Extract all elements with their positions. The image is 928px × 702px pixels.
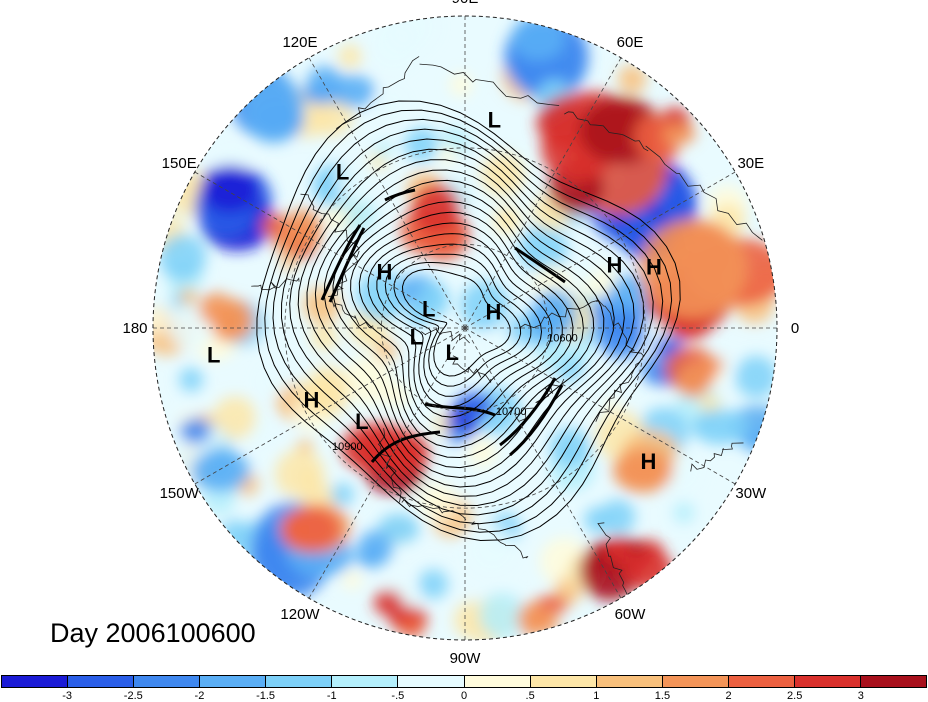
colorbar-tick-label: -1.5: [256, 690, 276, 702]
lon-label-150w: 150W: [160, 485, 200, 502]
colorbar-tick-label: -.5: [391, 690, 405, 702]
colorbar-box: [662, 676, 729, 687]
low-center-label: L: [336, 159, 349, 184]
colorbar-box: [200, 676, 267, 687]
colorbar-box: [794, 676, 862, 687]
colorbar-box: [134, 676, 201, 687]
colorbar-box: [266, 676, 333, 687]
lon-label-120w: 120W: [280, 606, 320, 623]
colorbar-box: [596, 676, 663, 687]
colorbar-tick-label: 0: [460, 690, 468, 702]
lon-label-90e: 90E: [452, 0, 479, 7]
high-center-label: H: [376, 260, 392, 285]
contour-label-10700: 10700: [496, 406, 527, 418]
colorbar-tick-label: .5: [525, 690, 535, 702]
lon-label-120e: 120E: [282, 34, 317, 51]
graticule: [153, 16, 777, 640]
longitude-labels: 90E 60E 30E 0 30W 60W 90W 120W 150W 180 150E 120E: [122, 0, 799, 667]
colorbar-box: [68, 676, 135, 687]
colorbar-tick-label: 1.5: [654, 690, 671, 702]
low-center-label: L: [355, 409, 368, 434]
lon-label-30e: 30E: [737, 155, 764, 172]
colorbar-tick-label: 2: [725, 690, 732, 702]
colorbar-box: [398, 676, 465, 687]
high-center-label: H: [607, 253, 623, 278]
lon-label-0: 0: [791, 320, 799, 337]
colorbar-tick-label: 1: [593, 690, 600, 702]
high-center-label: H: [485, 300, 501, 325]
colorbar-tick-label: -2.5: [123, 690, 143, 702]
lon-label-150e: 150E: [162, 155, 197, 172]
colorbar: [1, 675, 927, 688]
high-center-label: H: [304, 388, 320, 413]
lon-label-60w: 60W: [615, 606, 647, 623]
jet-contours: [320, 188, 566, 463]
colorbar-box: [861, 676, 927, 687]
high-center-label: H: [640, 449, 656, 474]
contour-label-10900: 10900: [332, 441, 363, 453]
colorbar-box: [2, 676, 69, 687]
colorbar-tick-label: 2.5: [787, 690, 803, 702]
colorbar-tick-label: -2: [194, 690, 205, 702]
colorbar-box: [464, 676, 531, 687]
map-boundary: [152, 15, 778, 641]
height-contours: [256, 100, 681, 542]
colorbar-tick-label: 3: [857, 690, 864, 702]
colorbar-tick-label: -3: [62, 690, 73, 702]
lon-label-90w: 90W: [450, 650, 482, 667]
anomaly-shading: [153, 16, 777, 640]
low-center-label: L: [422, 297, 435, 322]
low-center-label: L: [445, 340, 458, 365]
contour-label-10600: 10600: [547, 333, 578, 345]
low-center-label: L: [410, 325, 423, 350]
map-title: Day 2006100600: [50, 618, 256, 648]
contour-value-labels: 10900 10600 10700: [332, 333, 578, 453]
high-center-label: H: [646, 255, 662, 280]
low-center-label: L: [207, 342, 220, 367]
colorbar-box: [728, 676, 795, 687]
lon-label-180: 180: [122, 320, 147, 337]
low-center-label: L: [488, 108, 501, 133]
colorbar-tick-label: -1: [326, 690, 337, 702]
colorbar-box: [332, 676, 399, 687]
map-disk: [153, 16, 777, 640]
colorbar-box: [530, 676, 597, 687]
colorbar-tick-labels: -3 -2.5 -2 -1.5 -1 -.5 0 .5 1 1.5 2 2.5 3: [0, 688, 928, 702]
lon-label-30w: 30W: [735, 485, 767, 502]
lon-label-60e: 60E: [617, 34, 644, 51]
